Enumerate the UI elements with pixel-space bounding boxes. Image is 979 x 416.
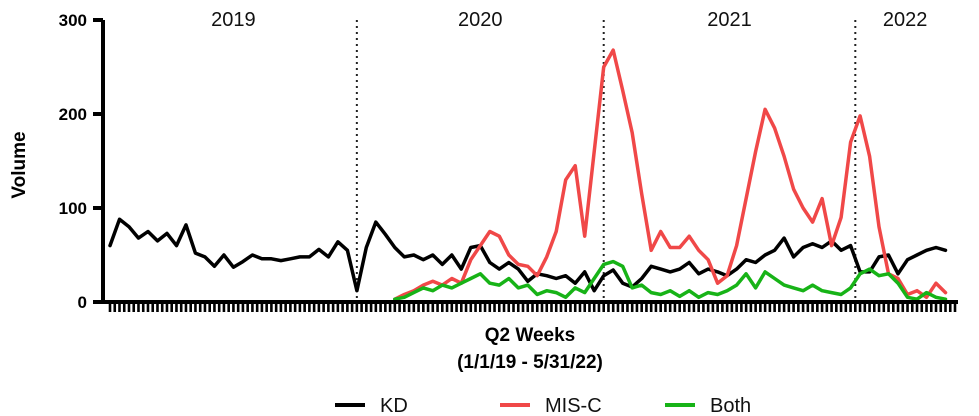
y-axis-title: Volume: [9, 131, 30, 198]
legend: KD MIS-C Both: [335, 395, 751, 416]
axes: [101, 20, 958, 304]
year-label-2019: 2019: [211, 9, 256, 31]
series-line-mis-c: [393, 48, 948, 301]
y-tick-label-100: 100: [59, 199, 87, 218]
series-line-kd: [108, 217, 948, 293]
x-axis-title-line2: (1/1/19 - 5/31/22): [457, 352, 603, 373]
legend-label-mis-c: MIS-C: [545, 395, 602, 416]
y-tick-label-200: 200: [59, 105, 87, 124]
y-ticks: 0 100 200 300: [59, 11, 103, 312]
series-lines: [108, 48, 948, 301]
y-tick-label-300: 300: [59, 11, 87, 30]
legend-label-both: Both: [710, 395, 751, 416]
x-axis-title-line1: Q2 Weeks: [485, 325, 575, 346]
legend-label-kd: KD: [380, 395, 408, 416]
year-label-2021: 2021: [707, 9, 752, 31]
year-labels: 2019 2020 2021 2022: [211, 9, 927, 31]
y-tick-label-0: 0: [78, 293, 87, 312]
series-line-both: [393, 259, 948, 301]
year-label-2020: 2020: [458, 9, 503, 31]
year-label-2022: 2022: [883, 9, 928, 31]
x-week-ticks: [108, 302, 957, 312]
